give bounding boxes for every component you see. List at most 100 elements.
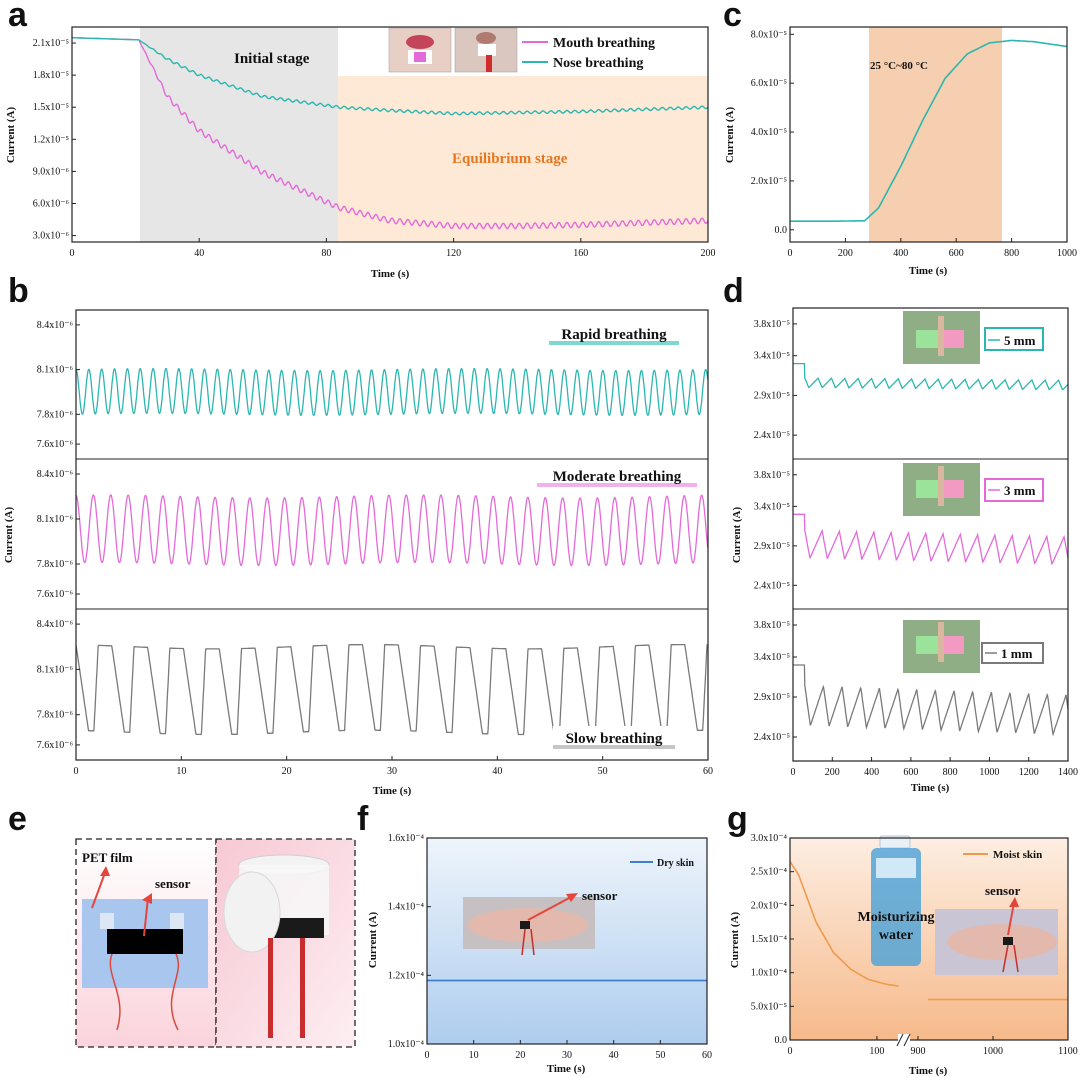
panel-c-x-tick-label: 0 [788, 248, 793, 259]
clip-line-2 [793, 664, 1069, 737]
breathing-line-0 [75, 367, 709, 417]
panel-d-series [793, 362, 1069, 737]
clip-line-0 [793, 362, 1069, 391]
panel-b: Rapid breathing Moderate breathing Slow … [3, 309, 713, 797]
wire-right [170, 953, 180, 1031]
temperature-band-label: 25 °C~80 °C [870, 60, 928, 72]
temperature-band [869, 27, 1002, 242]
panel-g-x-tick-label: 100 [869, 1046, 884, 1057]
panel-a-y-ticks: 3.0x10⁻⁶ 6.0x10⁻⁶ 9.0x10⁻⁶ 1.2x10⁻⁵ 1.5x10⁻⁵… [33, 38, 76, 242]
moderate-label-box [537, 464, 697, 487]
panel-c-y-tick-label: 0.0 [775, 225, 788, 236]
panel-b-x-ticks: 0 10 20 30 40 50 60 [74, 756, 713, 777]
panel-d-y-tick-label: 2.4x10⁻⁵ [754, 732, 790, 743]
series-line-nose [72, 37, 709, 116]
panel-a-y-tick-label: 1.8x10⁻⁵ [33, 70, 69, 81]
moist-skin-line-decay [789, 861, 899, 987]
panel-a-series [72, 37, 709, 230]
clip-photo-3mm [903, 463, 980, 516]
nose-photo [454, 27, 518, 73]
equilibrium-stage-label: Equilibrium stage [452, 151, 568, 167]
panel-g-y-tick-label: 5.0x10⁻⁵ [751, 1001, 787, 1012]
pet-film-label: PET film [82, 850, 133, 865]
panel-c-y-tick-label: 6.0x10⁻⁵ [751, 78, 787, 89]
panel-d-x-tick-label: 1200 [1019, 767, 1039, 778]
panel-b-y-tick-label: 8.4x10⁻⁶ [37, 320, 74, 331]
breathing-line-2 [75, 643, 708, 736]
panel-b-x-tick-label: 10 [176, 766, 186, 777]
legend-label-3mm: 3 mm [1004, 483, 1036, 498]
panel-f-x-ticks: 0 10 20 30 40 50 60 [425, 1040, 712, 1061]
wrist-photo-g [935, 909, 1058, 975]
panel-letter-c: c [723, 0, 742, 34]
panel-b-x-label: Time (s) [373, 785, 412, 797]
panel-g-y-tick-label: 2.0x10⁻⁴ [751, 900, 788, 911]
panel-letter-f: f [357, 800, 369, 838]
panel-a-y-tick-label: 1.5x10⁻⁵ [33, 102, 69, 113]
panel-f-y-label: Current (A) [367, 912, 379, 969]
mouth-photo [388, 27, 452, 73]
moderate-breathing-label: Moderate breathing [553, 469, 682, 485]
panel-g-x-tick-label: 1100 [1058, 1046, 1078, 1057]
panel-d-y-ticks: 2.4x10⁻⁵ 2.9x10⁻⁵ 3.4x10⁻⁵ 3.8x10⁻⁵ 2.4x10⁻⁵… [754, 319, 797, 743]
arrowhead-film [100, 866, 110, 876]
panel-g-series [789, 861, 1068, 1001]
panel-a-x-ticks: 0 40 80 120 160 200 [70, 238, 716, 259]
legend-label-dry: Dry skin [657, 858, 694, 869]
sensor-arrow-f [527, 895, 574, 921]
panel-b-y-ticks: 7.6x10⁻⁶ 7.8x10⁻⁶ 8.1x10⁻⁶ 8.4x10⁻⁶ 7.6x10⁻⁶… [37, 320, 80, 751]
panel-d-x-tick-label: 600 [903, 767, 918, 778]
clip-photo-1mm [903, 620, 980, 673]
panel-e: PET film sensor [75, 838, 356, 1048]
panel-c-y-tick-label: 8.0x10⁻⁵ [751, 29, 787, 40]
panel-c-series [790, 39, 1068, 222]
panel-d-x-tick-label: 800 [943, 767, 958, 778]
panel-g: Moisturizing water sensor Moist skin 0 10… [729, 833, 1078, 1077]
electrode-right [170, 913, 184, 929]
legend-box-5mm [984, 327, 1044, 351]
panel-d-y-tick-label: 3.8x10⁻⁵ [754, 620, 790, 631]
panel-g-y-tick-label: 3.0x10⁻⁴ [751, 833, 788, 844]
panel-c-y-tick-label: 4.0x10⁻⁵ [751, 127, 787, 138]
panel-a-y-label: Current (A) [5, 107, 17, 164]
panel-d-y-tick-label: 3.4x10⁻⁵ [754, 501, 790, 512]
panel-c-y-ticks: 0.0 2.0x10⁻⁵ 4.0x10⁻⁵ 6.0x10⁻⁵ 8.0x10⁻⁵ [751, 29, 794, 236]
wire-left [109, 953, 121, 1031]
series-line-mouth [72, 37, 709, 230]
panel-b-y-label: Current (A) [3, 507, 15, 564]
panel-g-x-tick-label: 900 [911, 1046, 926, 1057]
panel-b-y-tick-label: 7.6x10⁻⁶ [37, 589, 74, 600]
panel-b-y-tick-label: 7.6x10⁻⁶ [37, 439, 74, 450]
sensor-arrow-g [1007, 902, 1015, 936]
panel-d-x-tick-label: 0 [791, 767, 796, 778]
panel-f-x-tick-label: 20 [515, 1050, 525, 1061]
panel-d-y-tick-label: 2.9x10⁻⁵ [754, 541, 790, 552]
wrist-photo-f [463, 897, 595, 956]
sensor-arrowhead-g [1009, 897, 1019, 907]
panel-g-y-tick-label: 2.5x10⁻⁴ [751, 867, 788, 878]
panel-b-y-tick-label: 7.8x10⁻⁶ [37, 409, 74, 420]
panel-c-frame [789, 26, 1068, 243]
panel-a-y-tick-label: 9.0x10⁻⁶ [33, 166, 70, 177]
panel-d-x-tick-label: 400 [864, 767, 879, 778]
panel-a-x-label: Time (s) [371, 268, 410, 280]
panel-g-x-tick-label: 1000 [983, 1046, 1003, 1057]
panel-a-y-tick-label: 6.0x10⁻⁶ [33, 198, 70, 209]
panel-b-x-tick-label: 30 [387, 766, 397, 777]
panel-b-series [75, 367, 709, 736]
initial-stage-label: Initial stage [234, 51, 310, 67]
rapid-label-box [549, 322, 679, 345]
panel-letter-a: a [8, 0, 28, 34]
panel-f-y-tick-label: 1.2x10⁻⁴ [388, 970, 425, 981]
panel-a-y-tick-label: 3.0x10⁻⁶ [33, 231, 70, 242]
panel-b-y-tick-label: 8.1x10⁻⁶ [37, 365, 74, 376]
panel-f-y-tick-label: 1.4x10⁻⁴ [388, 902, 425, 913]
slow-label-box [553, 726, 675, 749]
panel-b-y-tick-label: 8.1x10⁻⁶ [37, 514, 74, 525]
panel-f-x-tick-label: 50 [655, 1050, 665, 1061]
panel-b-x-tick-label: 0 [74, 766, 79, 777]
panel-letter-d: d [723, 272, 744, 310]
legend-box-3mm [984, 478, 1044, 502]
panel-a-legend: Mouth breathing Nose breathing [522, 36, 655, 71]
panel-c-x-tick-label: 600 [949, 248, 964, 259]
